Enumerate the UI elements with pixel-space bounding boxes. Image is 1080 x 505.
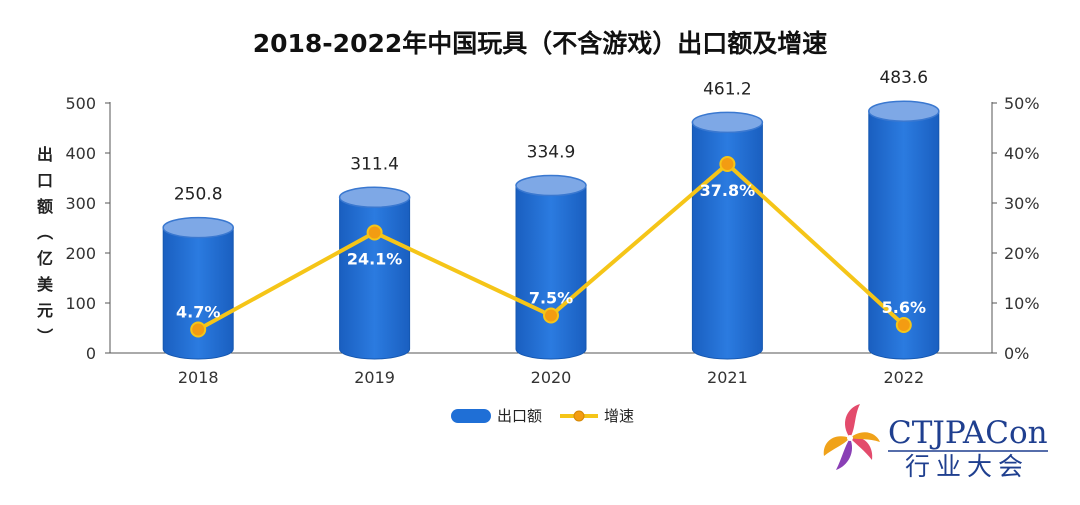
ctjpacon-logo: CTJPACon 行业大会 bbox=[823, 404, 1048, 481]
bar-top-2018 bbox=[162, 216, 234, 239]
x-tick-label: 2022 bbox=[883, 368, 924, 387]
growth-point-2021 bbox=[719, 156, 736, 172]
y-axis-label-char: 口 bbox=[37, 171, 53, 190]
legend: 出口额 增速 bbox=[451, 407, 634, 425]
left-axis-ticks: 0 100 200 300 400 500 bbox=[65, 94, 110, 363]
bar-2020 bbox=[515, 185, 587, 360]
right-tick-label: 40% bbox=[1004, 144, 1040, 163]
growth-point-2019 bbox=[366, 224, 383, 241]
growth-point-2018 bbox=[190, 321, 207, 338]
left-tick-label: 200 bbox=[65, 244, 96, 263]
right-tick-label: 50% bbox=[1004, 94, 1040, 113]
left-tick-label: 100 bbox=[65, 294, 96, 313]
bar-value-label: 311.4 bbox=[350, 154, 399, 174]
right-tick-label: 20% bbox=[1004, 244, 1040, 263]
x-tick-label: 2019 bbox=[354, 368, 395, 387]
x-axis-labels: 2018 2019 2020 2021 2022 bbox=[178, 368, 924, 387]
bar-2019 bbox=[339, 196, 411, 360]
bar-value-label: 483.6 bbox=[879, 68, 928, 88]
growth-value-label: 37.8% bbox=[700, 181, 756, 200]
bar-top-2019 bbox=[338, 186, 411, 209]
left-tick-label: 0 bbox=[86, 344, 96, 363]
bar-value-label: 334.9 bbox=[527, 143, 576, 163]
y-axis-label-char: 出 bbox=[37, 145, 53, 164]
legend-marker-swatch bbox=[573, 410, 585, 422]
y-axis-label-char: 额 bbox=[37, 197, 53, 216]
logo-flower-icon bbox=[823, 404, 880, 470]
legend-bar-swatch bbox=[451, 409, 491, 423]
y-axis-label-char: （ bbox=[35, 224, 54, 240]
x-tick-label: 2018 bbox=[178, 368, 219, 387]
y-axis-label-char: ） bbox=[35, 328, 54, 344]
growth-point-2020 bbox=[543, 307, 559, 324]
left-tick-label: 500 bbox=[65, 94, 96, 113]
right-tick-label: 0% bbox=[1004, 344, 1029, 363]
logo-text-en: CTJPACon bbox=[888, 415, 1048, 451]
bar-top-2020 bbox=[515, 174, 587, 197]
y-axis-label: 出口额 （ 亿美元 ） bbox=[35, 145, 54, 344]
growth-value-label: 4.7% bbox=[176, 303, 220, 322]
bar-value-label: 461.2 bbox=[703, 79, 752, 99]
bar-2022 bbox=[868, 110, 940, 360]
growth-value-label: 5.6% bbox=[882, 298, 926, 317]
legend-label-growth: 增速 bbox=[604, 407, 634, 425]
x-tick-label: 2021 bbox=[707, 368, 748, 387]
growth-value-label: 24.1% bbox=[347, 250, 403, 269]
legend-label-export: 出口额 bbox=[497, 407, 542, 425]
growth-point-2022 bbox=[895, 317, 912, 333]
right-tick-label: 10% bbox=[1004, 294, 1040, 313]
right-axis-ticks: 0% 10% 20% 30% 40% 50% bbox=[992, 94, 1040, 363]
growth-line: 4.7% 24.1% 7.5% 37.8% 5.6% bbox=[176, 156, 926, 338]
left-tick-label: 300 bbox=[65, 194, 96, 213]
y-axis-label-char: 美 bbox=[37, 275, 54, 294]
right-tick-label: 30% bbox=[1004, 194, 1040, 213]
bar-2018 bbox=[162, 227, 234, 360]
bar-top-2022 bbox=[868, 100, 940, 122]
chart-title: 2018-2022年中国玩具（不含游戏）出口额及增速 bbox=[253, 29, 828, 58]
y-axis-label-char: 元 bbox=[37, 301, 53, 320]
bar-value-label: 250.8 bbox=[174, 185, 223, 205]
bar-top-2021 bbox=[691, 111, 764, 134]
growth-value-label: 7.5% bbox=[529, 289, 573, 308]
y-axis-label-char: 亿 bbox=[37, 249, 53, 268]
logo-text-cn: 行业大会 bbox=[905, 452, 1029, 481]
left-tick-label: 400 bbox=[65, 144, 96, 163]
x-tick-label: 2020 bbox=[531, 368, 572, 387]
